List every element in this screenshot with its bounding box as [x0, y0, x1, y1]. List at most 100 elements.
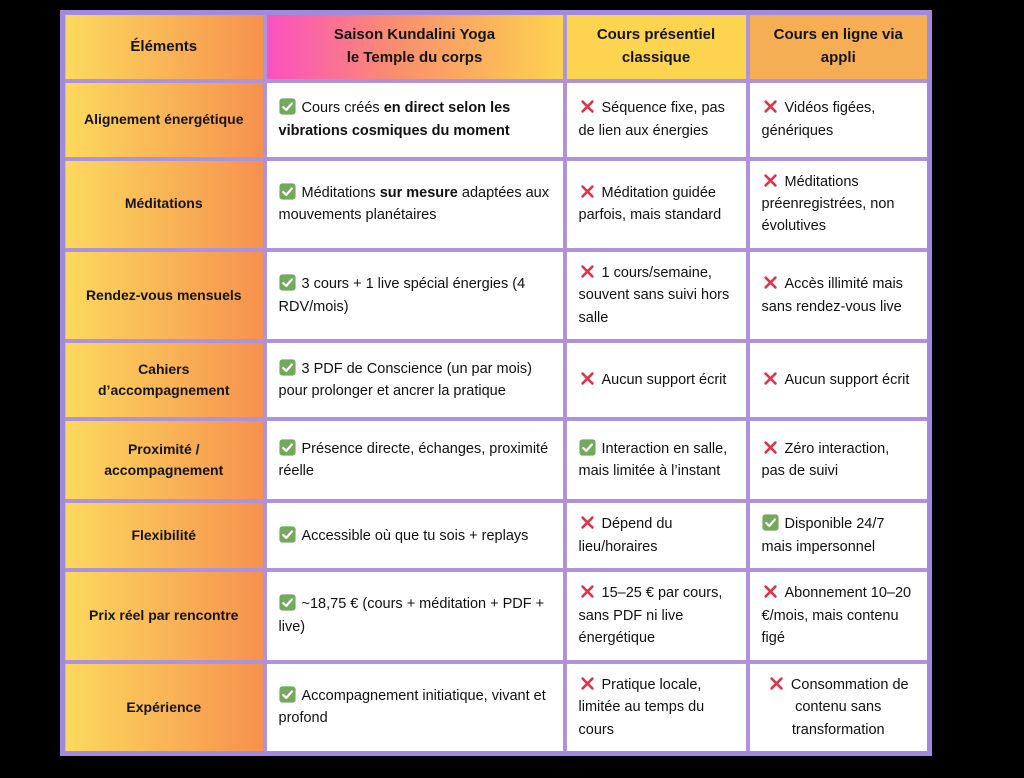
cross-icon — [579, 263, 596, 280]
table-cell: ~18,75 € (cours + méditation + PDF + liv… — [262, 568, 567, 664]
check-icon — [278, 183, 296, 200]
check-icon — [278, 439, 296, 456]
cross-icon — [762, 370, 779, 387]
table-cell: Disponible 24/7 mais impersonnel — [745, 499, 932, 573]
cell-text: en direct selon les vibrations cosmiques… — [278, 100, 511, 139]
cell-text: Aucun support écrit — [601, 372, 727, 389]
cell-text: sur mesure — [379, 184, 458, 201]
cross-icon — [579, 183, 596, 200]
page-background: Éléments Saison Kundalini Yoga le Temple … — [0, 10, 1024, 778]
table-cell: 3 PDF de Conscience (un par mois) pour p… — [262, 339, 567, 422]
table-row: Prix réel par rencontre ~18,75 € (cours +… — [60, 568, 932, 664]
cell-text: Présence directe, échanges, proximité ré… — [278, 440, 549, 480]
column-header-2: Cours présentiel classique — [562, 10, 750, 83]
table-cell: Zéro interaction, pas de suivi — [745, 417, 932, 504]
row-label: Méditations — [60, 156, 267, 252]
cross-icon — [579, 370, 596, 387]
row-label: Alignement énergétique — [60, 78, 267, 161]
table-cell: Accompagnement initiatique, vivant et pr… — [262, 659, 567, 756]
table-cell: Méditations sur mesure adaptées aux mouv… — [262, 156, 567, 252]
table-cell: Aucun support écrit — [562, 339, 750, 422]
cross-icon — [762, 172, 779, 189]
table-row: Méditations Méditations sur mesure adapté… — [60, 156, 932, 252]
table-cell: Interaction en salle, mais limitée à l’i… — [562, 417, 750, 504]
cell-text: Abonnement 10–20 €/mois, mais contenu fi… — [761, 585, 912, 647]
row-label: Rendez-vous mensuels — [60, 247, 267, 344]
table-cell: Méditations préenregistrées, non évoluti… — [745, 156, 932, 252]
column-header-0: Éléments — [60, 10, 267, 83]
check-icon — [578, 439, 596, 456]
table-cell: Vidéos figées, génériques — [745, 78, 932, 161]
cell-text: Accompagnement initiatique, vivant et pr… — [278, 687, 546, 727]
cell-text: 3 cours + 1 live spécial énergies (4 RDV… — [278, 276, 526, 315]
cell-text: 3 PDF de Conscience (un par mois) pour p… — [278, 360, 533, 400]
check-icon — [761, 514, 779, 531]
cross-icon — [579, 675, 596, 692]
table-cell: Abonnement 10–20 €/mois, mais contenu fi… — [745, 568, 932, 664]
column-header-label: Cours présentiel classique — [596, 26, 716, 66]
cell-text: Pratique locale, limitée au temps du cou… — [578, 676, 705, 738]
comparison-table: Éléments Saison Kundalini Yoga le Temple … — [60, 10, 932, 757]
check-icon — [278, 359, 296, 376]
cross-icon — [762, 98, 779, 115]
table-row: Rendez-vous mensuels 3 cours + 1 live spé… — [60, 247, 932, 344]
cell-text: Méditations préenregistrées, non évoluti… — [761, 173, 895, 235]
cell-text: Aucun support écrit — [784, 372, 910, 389]
check-icon — [278, 686, 296, 703]
cell-text: adaptées aux mouvements planétaires — [278, 184, 549, 224]
check-icon — [278, 98, 296, 115]
row-label: Expérience — [60, 659, 267, 756]
row-label: Proximité / accompagnement — [60, 417, 267, 504]
row-label: Cahiers d’accompagnement — [60, 339, 267, 422]
cell-text: Disponible 24/7 mais impersonnel — [761, 516, 885, 555]
cell-text: Consommation de contenu sans transformat… — [790, 676, 909, 738]
table-cell: Séquence fixe, pas de lien aux énergies — [562, 78, 750, 161]
cross-icon — [579, 98, 596, 115]
cell-text: Accessible où que tu sois + replays — [301, 527, 529, 544]
table-cell: Accès illimité mais sans rendez-vous liv… — [745, 247, 932, 344]
check-icon — [278, 525, 296, 543]
table-cell: Consommation de contenu sans transformat… — [745, 659, 932, 756]
table-cell: Méditation guidée parfois, mais standard — [562, 156, 750, 252]
table-cell: 1 cours/semaine, souvent sans suivi hors… — [562, 247, 750, 344]
check-icon — [278, 594, 296, 612]
cell-text: Interaction en salle, mais limitée à l’i… — [578, 440, 728, 480]
header-row: Éléments Saison Kundalini Yoga le Temple … — [60, 10, 932, 83]
cross-icon — [762, 439, 779, 456]
cell-text: Accès illimité mais sans rendez-vous liv… — [761, 276, 903, 315]
column-header-3: Cours en ligne via appli — [745, 10, 932, 83]
table-cell: 3 cours + 1 live spécial énergies (4 RDV… — [262, 247, 567, 344]
cell-text: Vidéos figées, génériques — [761, 100, 876, 139]
table-row: Proximité / accompagnement Présence direc… — [60, 417, 932, 504]
cell-text: Méditation guidée parfois, mais standard — [578, 184, 722, 224]
cell-text: Méditations — [301, 184, 380, 201]
cell-text: Zéro interaction, pas de suivi — [761, 440, 890, 480]
table-cell: Aucun support écrit — [745, 339, 932, 422]
cross-icon — [768, 675, 785, 692]
table-cell: Dépend du lieu/horaires — [562, 499, 750, 573]
column-header-label: Éléments — [130, 37, 198, 55]
table-row: Expérience Accompagnement initiatique, vi… — [60, 659, 932, 756]
column-header-label: Saison Kundalini Yoga le Temple du corps — [333, 26, 496, 66]
cross-icon — [579, 514, 596, 531]
cell-text: 15–25 € par cours, sans PDF ni live éner… — [578, 585, 723, 647]
table-cell: Pratique locale, limitée au temps du cou… — [562, 659, 750, 756]
cell-text: 1 cours/semaine, souvent sans suivi hors… — [578, 264, 730, 326]
table-header: Éléments Saison Kundalini Yoga le Temple … — [60, 10, 932, 83]
table-row: Flexibilité Accessible où que tu sois + r… — [60, 499, 932, 573]
cross-icon — [762, 583, 779, 600]
check-icon — [278, 274, 296, 291]
table-cell: Cours créés en direct selon les vibratio… — [262, 78, 567, 161]
column-header-label: Cours en ligne via appli — [773, 26, 903, 66]
cell-text: Séquence fixe, pas de lien aux énergies — [578, 100, 725, 139]
table-row: Cahiers d’accompagnement 3 PDF de Conscie… — [60, 339, 932, 422]
row-label: Flexibilité — [60, 499, 267, 573]
cell-text: Dépend du lieu/horaires — [578, 516, 673, 555]
cell-text: ~18,75 € (cours + méditation + PDF + liv… — [278, 596, 545, 635]
cell-text: Cours créés — [301, 100, 384, 117]
column-header-1: Saison Kundalini Yoga le Temple du corps — [262, 10, 567, 83]
table-cell: 15–25 € par cours, sans PDF ni live éner… — [562, 568, 750, 664]
table-cell: Présence directe, échanges, proximité ré… — [262, 417, 567, 504]
table-row: Alignement énergétique Cours créés en dir… — [60, 78, 932, 161]
row-label: Prix réel par rencontre — [60, 568, 267, 664]
